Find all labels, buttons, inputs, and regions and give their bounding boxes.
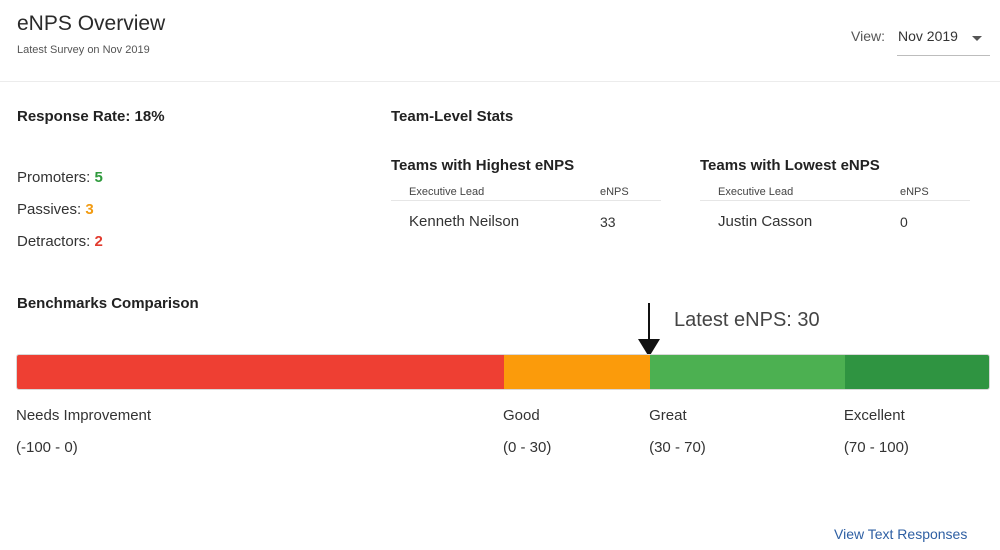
category-needs-improvement: Needs Improvement (-100 - 0) xyxy=(16,400,151,464)
table-header: Executive Lead eNPS xyxy=(391,174,661,201)
lowest-enps-table: Teams with Lowest eNPS Executive Lead eN… xyxy=(700,157,970,241)
segment-excellent xyxy=(844,355,989,389)
category-name: Good xyxy=(503,407,540,424)
category-range: (70 - 100) xyxy=(843,439,909,456)
category-range: (30 - 70) xyxy=(649,439,706,456)
view-text-responses-link[interactable]: View Text Responses xyxy=(834,526,968,542)
table-row: Kenneth Neilson 33 xyxy=(391,201,661,241)
detractors-count: 2 xyxy=(94,233,103,250)
table-header: Executive Lead eNPS xyxy=(700,174,970,201)
column-header-enps: eNPS xyxy=(900,186,929,198)
passives-row: Passives: 3 xyxy=(17,194,103,226)
view-period-select[interactable]: Nov 2019 xyxy=(897,26,990,56)
column-header-enps: eNPS xyxy=(600,186,629,198)
category-good: Good (0 - 30) xyxy=(503,400,551,464)
passives-label: Passives: xyxy=(17,201,82,218)
latest-enps-label: Latest eNPS: 30 xyxy=(674,309,820,331)
promoters-row: Promoters: 5 xyxy=(17,162,103,194)
team-enps: 0 xyxy=(900,214,908,230)
category-name: Needs Improvement xyxy=(16,407,152,424)
response-rate: Response Rate: 18% xyxy=(17,108,165,125)
latest-enps-arrow-icon xyxy=(638,303,661,357)
page-title: eNPS Overview xyxy=(17,12,166,35)
category-great: Great (30 - 70) xyxy=(649,400,706,464)
category-range: (0 - 30) xyxy=(503,439,552,456)
detractors-row: Detractors: 2 xyxy=(17,226,103,258)
response-counts: Promoters: 5 Passives: 3 Detractors: 2 xyxy=(17,162,103,258)
promoters-label: Promoters: xyxy=(17,169,91,186)
team-stats-title: Team-Level Stats xyxy=(391,108,514,125)
segment-good xyxy=(504,355,651,389)
highest-enps-title: Teams with Highest eNPS xyxy=(391,157,575,174)
overview-header: eNPS Overview Latest Survey on Nov 2019 … xyxy=(0,0,1000,82)
chevron-down-icon xyxy=(972,36,982,41)
category-name: Excellent xyxy=(843,407,905,424)
benchmarks-title: Benchmarks Comparison xyxy=(17,295,199,312)
table-row: Justin Casson 0 xyxy=(700,201,970,241)
category-range: (-100 - 0) xyxy=(16,439,78,456)
lowest-enps-title: Teams with Lowest eNPS xyxy=(700,157,880,174)
view-period-value: Nov 2019 xyxy=(898,28,958,44)
column-header-lead: Executive Lead xyxy=(718,186,794,198)
category-excellent: Excellent (70 - 100) xyxy=(844,400,909,464)
category-name: Great xyxy=(649,407,687,424)
passives-count: 3 xyxy=(85,201,94,218)
detractors-label: Detractors: xyxy=(17,233,91,250)
column-header-lead: Executive Lead xyxy=(409,186,485,198)
highest-enps-table: Teams with Highest eNPS Executive Lead e… xyxy=(391,157,661,241)
segment-great xyxy=(650,355,845,389)
segment-needs-improvement xyxy=(17,355,504,389)
team-enps: 33 xyxy=(600,214,616,230)
executive-lead: Kenneth Neilson xyxy=(409,213,520,230)
page-subtitle: Latest Survey on Nov 2019 xyxy=(17,44,150,56)
executive-lead: Justin Casson xyxy=(718,213,813,230)
promoters-count: 5 xyxy=(94,169,103,186)
view-label: View: xyxy=(851,28,885,44)
benchmark-bar xyxy=(16,354,990,390)
